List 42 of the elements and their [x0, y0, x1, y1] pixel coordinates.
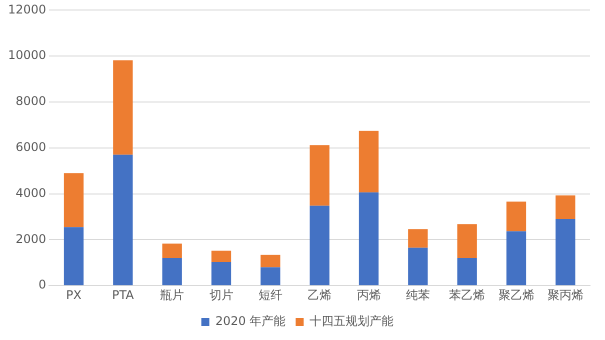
bar — [457, 224, 477, 258]
bar — [506, 231, 526, 286]
bar — [457, 258, 477, 286]
x-tick-label: 切片 — [209, 288, 234, 302]
x-tick-label: 乙烯 — [308, 288, 332, 302]
bar — [556, 219, 576, 286]
x-tick-label: 瓶片 — [160, 288, 184, 302]
bar — [113, 154, 133, 286]
x-tick-label: PX — [66, 288, 82, 302]
bar — [64, 173, 84, 228]
y-tick-label: 2000 — [16, 232, 46, 246]
y-tick-label: 0 — [38, 278, 46, 292]
bar — [211, 262, 232, 286]
x-tick-label: 聚乙烯 — [498, 288, 534, 302]
bar — [408, 229, 428, 248]
bar — [506, 202, 526, 232]
bar — [162, 244, 182, 258]
x-tick-label: 苯乙烯 — [449, 288, 486, 302]
bar — [310, 145, 330, 206]
y-tick-label: 12000 — [8, 2, 46, 16]
bar — [310, 206, 330, 286]
y-tick-label: 4000 — [16, 186, 46, 200]
bar — [556, 195, 576, 220]
bar — [408, 248, 428, 286]
bar — [260, 267, 280, 286]
bar — [64, 227, 84, 286]
x-tick-label: PTA — [112, 288, 135, 302]
y-tick-label: 6000 — [16, 140, 46, 154]
x-tick-label: 短纤 — [258, 288, 282, 302]
bar — [113, 60, 133, 155]
bar — [211, 250, 232, 262]
legend-label: 十四五规划产能 — [310, 314, 394, 328]
x-tick-label: 丙烯 — [356, 288, 381, 302]
bar — [260, 254, 280, 268]
y-tick-label: 10000 — [8, 48, 46, 62]
legend-label: 2020 年产能 — [215, 314, 286, 328]
x-tick-label: 纯苯 — [406, 288, 430, 302]
bar — [162, 258, 182, 286]
bar — [358, 130, 379, 192]
bar — [358, 192, 379, 286]
y-tick-label: 8000 — [16, 94, 46, 108]
x-tick-label: 聚丙烯 — [547, 288, 584, 302]
